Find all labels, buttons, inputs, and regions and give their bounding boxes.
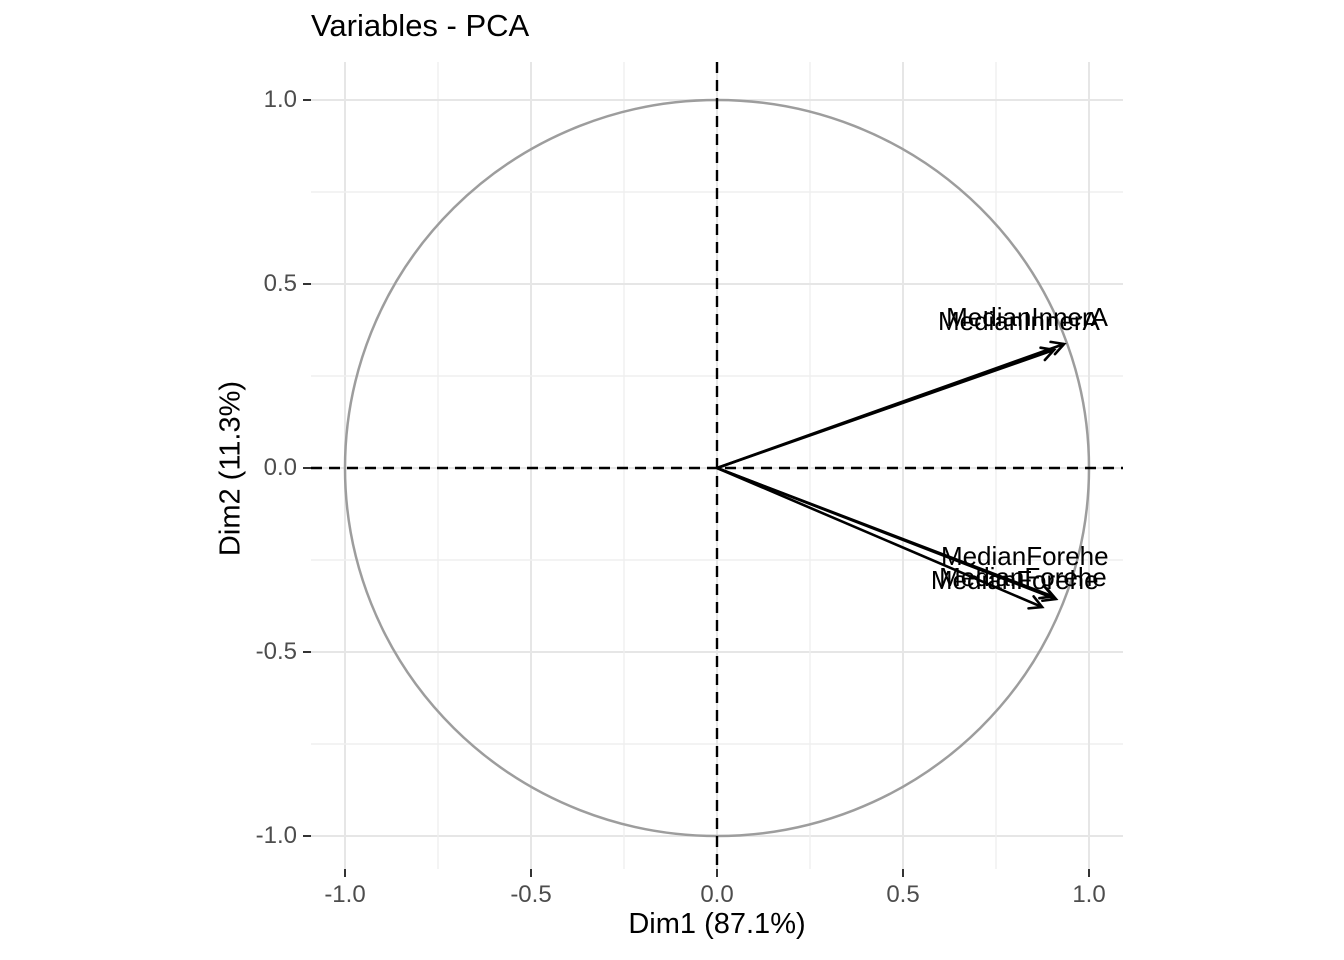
x-tick-label: 0.5 (886, 881, 920, 908)
variable-label: MedianForehe (939, 562, 1107, 592)
variable-arrow (716, 466, 1056, 600)
y-tick-mark (303, 467, 311, 469)
x-tick-mark (344, 869, 346, 877)
x-tick-label: -0.5 (510, 881, 552, 908)
x-axis-title: Dim1 (87.1%) (628, 908, 806, 940)
variable-arrow (716, 466, 1045, 610)
y-tick-label: -1.0 (255, 822, 297, 849)
variable-label: MedianInnerA (938, 306, 1101, 336)
plot-title: Variables - PCA (311, 8, 530, 43)
variable-label: MedianForehe (931, 565, 1099, 595)
variable-arrow (716, 346, 1057, 470)
y-tick-label: -0.5 (255, 638, 297, 665)
x-tick-label: 0.0 (700, 881, 734, 908)
y-tick-mark (303, 283, 311, 285)
x-tick-mark (902, 869, 904, 877)
y-tick-label: 1.0 (263, 86, 297, 113)
y-tick-label: 0.5 (263, 270, 297, 297)
y-tick-mark (303, 651, 311, 653)
x-tick-mark (1088, 869, 1090, 877)
y-tick-mark (303, 99, 311, 101)
variable-label: MedianForehe (941, 541, 1109, 571)
x-tick-label: 1.0 (1072, 881, 1106, 908)
plot-panel: MedianInnerA MedianInnerA MedianForehe Medi… (311, 62, 1123, 869)
y-tick-mark (303, 835, 311, 837)
x-tick-mark (530, 869, 532, 877)
x-tick-mark (716, 869, 718, 877)
y-tick-label: 0.0 (263, 454, 297, 481)
x-tick-label: -1.0 (324, 881, 366, 908)
variable-label: MedianInnerA (946, 302, 1109, 332)
